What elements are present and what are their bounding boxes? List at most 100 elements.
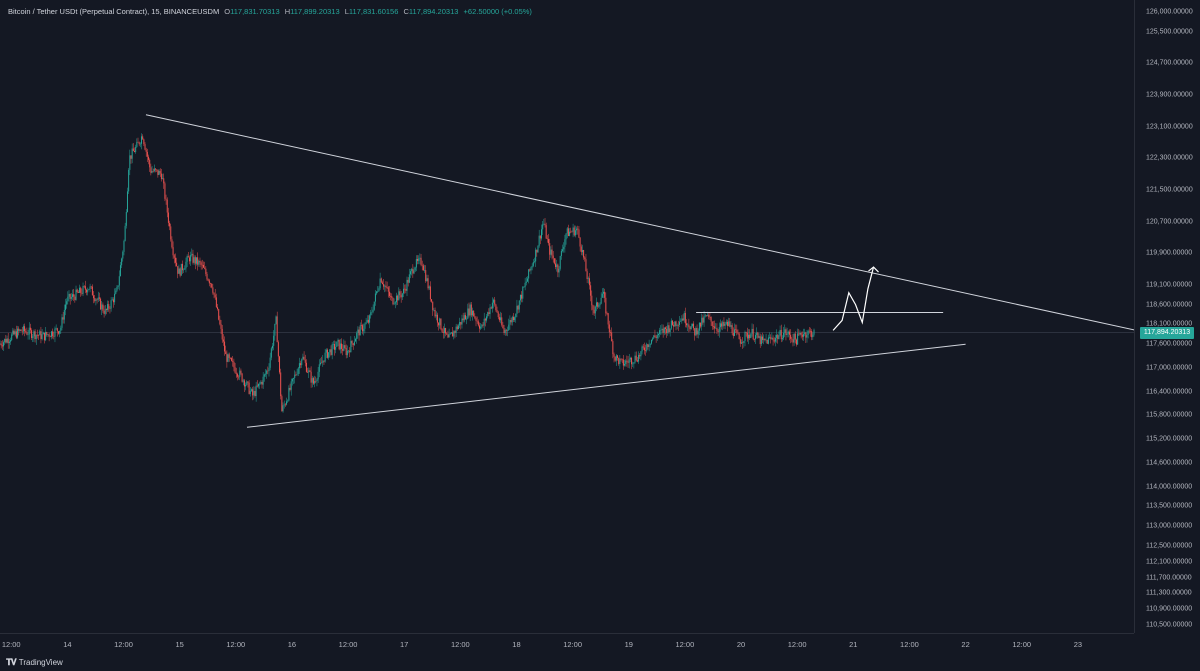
candle-body bbox=[124, 225, 126, 241]
candle-body bbox=[349, 350, 351, 353]
tradingview-logo-icon: 𝐓𝐕 bbox=[6, 657, 17, 667]
price-axis[interactable] bbox=[1134, 0, 1200, 633]
candle-body bbox=[288, 387, 290, 401]
candle-body bbox=[488, 312, 490, 315]
candle-body bbox=[282, 405, 284, 412]
candle-body bbox=[751, 328, 753, 334]
candle-body bbox=[613, 354, 615, 357]
candle-body bbox=[808, 330, 810, 332]
candle-body bbox=[442, 331, 444, 333]
candle-body bbox=[694, 328, 696, 336]
candle-body bbox=[255, 385, 257, 397]
candle-body bbox=[618, 357, 620, 364]
candle-body bbox=[135, 146, 137, 153]
candle-body bbox=[599, 303, 601, 306]
candle-body bbox=[148, 156, 150, 160]
candle-body bbox=[661, 328, 663, 330]
candle-body bbox=[8, 341, 10, 344]
candle-body bbox=[89, 286, 91, 289]
candle-body bbox=[401, 293, 403, 298]
candle-body bbox=[763, 338, 765, 340]
candle-body bbox=[22, 326, 24, 332]
candle-body bbox=[246, 381, 248, 385]
candle-body bbox=[528, 269, 530, 279]
candle-body bbox=[581, 249, 583, 253]
candle-body bbox=[126, 191, 128, 213]
candle-body bbox=[39, 331, 41, 336]
candle-body bbox=[662, 328, 664, 333]
annotation-arrow-path[interactable] bbox=[832, 266, 875, 331]
candle-body bbox=[77, 292, 79, 293]
candle-body bbox=[84, 286, 86, 290]
candle-body bbox=[715, 327, 717, 329]
candle-body bbox=[59, 330, 61, 334]
candle-body bbox=[779, 329, 781, 336]
candle-body bbox=[585, 259, 587, 272]
candle-body bbox=[88, 288, 90, 290]
candle-body bbox=[452, 332, 454, 337]
candle-body bbox=[541, 229, 543, 239]
candle-body bbox=[205, 268, 207, 275]
candle-body bbox=[567, 228, 569, 237]
candle-body bbox=[480, 326, 482, 329]
candle-body bbox=[236, 373, 238, 377]
candle-body bbox=[187, 256, 189, 258]
candle-body bbox=[219, 319, 221, 325]
candle-body bbox=[184, 268, 186, 270]
candle-body bbox=[295, 374, 297, 376]
candle-body bbox=[472, 310, 473, 316]
candle-body bbox=[303, 356, 305, 360]
candle-body bbox=[579, 237, 581, 247]
candle-body bbox=[569, 231, 571, 237]
time-tick-label: 12:00 bbox=[563, 640, 582, 649]
candle-body bbox=[50, 331, 52, 337]
candle-body bbox=[331, 344, 333, 355]
trendline-1[interactable] bbox=[145, 114, 1134, 333]
candle-body bbox=[615, 355, 617, 361]
candle-body bbox=[590, 285, 592, 296]
candle-body bbox=[587, 278, 589, 280]
candle-body bbox=[756, 332, 758, 336]
price-tick-label: 113,500.00000 bbox=[1146, 502, 1193, 510]
candle-body bbox=[294, 374, 296, 379]
candlestick-chart-svg[interactable] bbox=[0, 0, 1134, 633]
symbol-title[interactable]: Bitcoin / Tether USDt (Perpetual Contrac… bbox=[8, 7, 220, 16]
candle-body bbox=[675, 321, 677, 326]
tradingview-brand[interactable]: 𝐓𝐕 TradingView bbox=[6, 657, 63, 668]
price-tick-label: 115,800.00000 bbox=[1146, 411, 1193, 419]
candle-body bbox=[710, 317, 712, 322]
time-tick-label: 12:00 bbox=[787, 640, 807, 649]
candle-body bbox=[41, 334, 43, 340]
candle-body bbox=[776, 334, 778, 338]
time-tick-label: 22 bbox=[961, 640, 970, 649]
candle-body bbox=[669, 328, 671, 332]
candle-body bbox=[580, 246, 582, 253]
candle-body bbox=[404, 288, 406, 290]
time-tick-label: 12:00 bbox=[450, 640, 470, 649]
candle-body bbox=[111, 299, 113, 301]
candle-body bbox=[475, 317, 477, 321]
candle-body bbox=[225, 351, 227, 355]
chart-plot-area[interactable] bbox=[0, 0, 1134, 633]
candle-body bbox=[158, 170, 160, 175]
candle-body bbox=[339, 343, 341, 350]
candle-body bbox=[172, 247, 174, 256]
candle-body bbox=[345, 347, 347, 356]
candle-body bbox=[714, 326, 716, 329]
candle-body bbox=[388, 291, 390, 297]
trendline-2[interactable] bbox=[246, 343, 966, 428]
candle-body bbox=[507, 330, 509, 331]
time-axis[interactable] bbox=[0, 633, 1134, 656]
candle-body bbox=[614, 356, 616, 361]
candle-body bbox=[281, 396, 283, 412]
candle-body bbox=[163, 178, 165, 184]
candle-body bbox=[62, 317, 64, 320]
candle-body bbox=[384, 285, 386, 287]
candle-body bbox=[515, 314, 517, 318]
candle-body bbox=[632, 363, 634, 365]
candle-body bbox=[220, 324, 222, 329]
candle-body bbox=[677, 324, 679, 326]
candle-body bbox=[556, 264, 558, 268]
candle-body bbox=[633, 362, 635, 364]
candle-body bbox=[60, 327, 62, 331]
